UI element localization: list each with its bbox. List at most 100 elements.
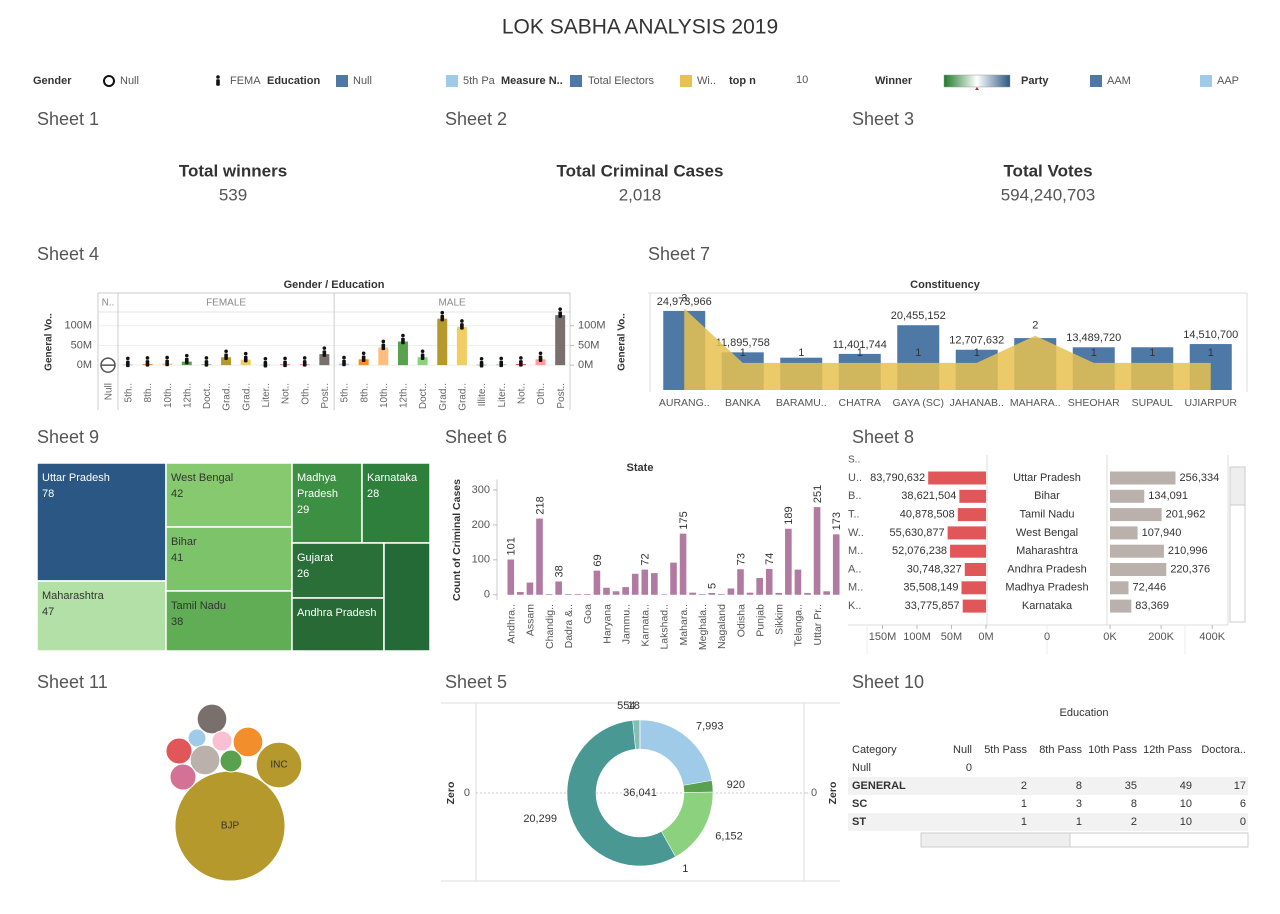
sheet-title: Sheet 10 [852,672,924,692]
legend-item: FEMA [230,75,261,87]
category-label: Maharashtra [1016,545,1079,557]
bar-value-label: 256,334 [1180,472,1220,484]
area-value-label: 1 [857,347,863,359]
donut-center-label: 36,041 [623,787,657,799]
x-tick-label: Oth.. [300,383,311,405]
table-cell: SC [852,798,867,810]
x-tick-label: 0K [1103,631,1117,643]
sheet-title: Sheet 1 [37,109,99,129]
person-body [440,314,445,322]
x-tick-label: 5th.. [340,383,351,402]
person-icon [558,307,562,318]
person-body [538,355,543,362]
bar-value-label: 40,878,508 [900,509,955,521]
bar-value-label: 73 [735,553,747,565]
person-icon [126,356,130,368]
row-band [848,777,1248,795]
x-tick-label: 0 [1044,631,1050,643]
x-tick-label: Liter.. [261,383,272,407]
person-icon [381,339,386,351]
x-tick-label: 5th.. [123,383,134,402]
table-cell: 8 [1131,798,1137,810]
y-tick-label: 0M [77,359,92,371]
bar [823,591,830,595]
bar [756,577,763,595]
row-label: K.. [848,600,861,612]
legend-swatch [570,75,582,87]
person-body [184,357,189,365]
bar [555,315,566,366]
sheet-title: Sheet 9 [37,427,99,447]
legend-item: 5th Pa [463,75,496,87]
bar [319,354,330,366]
person-head [283,356,287,361]
person-head [558,307,562,311]
bubble-label: INC [270,760,287,771]
sheet-title: Sheet 5 [445,672,507,692]
bar-value-label: 83,790,632 [870,472,925,484]
filter-label: Party [1021,75,1049,87]
treemap-value: 38 [171,616,184,628]
x-tick-label: Post.. [320,383,331,409]
person-head [420,349,425,354]
treemap-label-box: Madhya Pradesh 29 [297,472,338,516]
bar [397,341,408,366]
kpi-value: 539 [219,185,247,204]
color-ramp [943,74,1011,88]
legend-item: Null [353,75,372,87]
x-tick-label: 12th.. [399,383,410,408]
y2-tick-label: 50M [578,339,599,351]
bar [622,587,629,595]
bar [679,533,687,595]
panel-header: N.. [102,298,115,309]
table-header: Doctora.. [1201,744,1246,756]
bar [1110,489,1145,503]
table-header: Category [852,744,897,756]
person-icon [322,346,327,357]
filter-label: Gender [33,75,72,87]
x-tick-label: Not.. [517,383,528,404]
kpi-value: 2,018 [619,185,662,204]
treemap-label-box: Bihar 41 [171,536,197,564]
scrollbar-thumb [920,832,1071,848]
bar [689,592,696,595]
person-icon [224,349,228,360]
category-label: Madhya Pradesh [1005,582,1088,594]
person-body [145,360,150,367]
x-tick-label: 200K [1148,631,1174,643]
person-head [538,351,543,356]
bar [1110,508,1162,522]
person-body [420,353,425,360]
person-icon [165,355,169,367]
bar [1110,526,1138,540]
x-tick-label: Mahara.. [678,604,690,645]
bar-value-label: 52,076,238 [892,545,947,557]
bar-value-label: 38 [554,565,566,577]
y-axis-title: Zero [445,782,457,805]
bar [947,526,986,540]
bar [536,518,543,595]
row-label: W.. [848,527,864,539]
bar [358,359,369,366]
x-tick-label: Andhra.. [506,604,518,644]
bar [507,559,515,595]
row-label: M.. [848,545,863,557]
panel-header: FEMALE [206,298,246,309]
table-cell: 10 [1180,798,1192,810]
person-body [499,360,504,368]
person-head [401,333,405,338]
x-tick-label: Goa [582,604,594,624]
x-tick-label: SUPAUL [1132,397,1173,409]
treemap-value: 29 [297,504,310,516]
treemap-name: West Bengal [171,472,234,484]
x-tick-label: Karnata.. [640,604,652,647]
slice-label: 20,299 [523,813,557,825]
bar [765,568,773,595]
person-head [479,356,484,361]
bar-value-label: 14,510,700 [1183,329,1238,341]
bar-value-label: 12,707,632 [949,335,1004,347]
bar [378,347,389,366]
x-tick-label: AURANG.. [659,397,710,409]
bar-value-label: 55,630,877 [890,527,945,539]
